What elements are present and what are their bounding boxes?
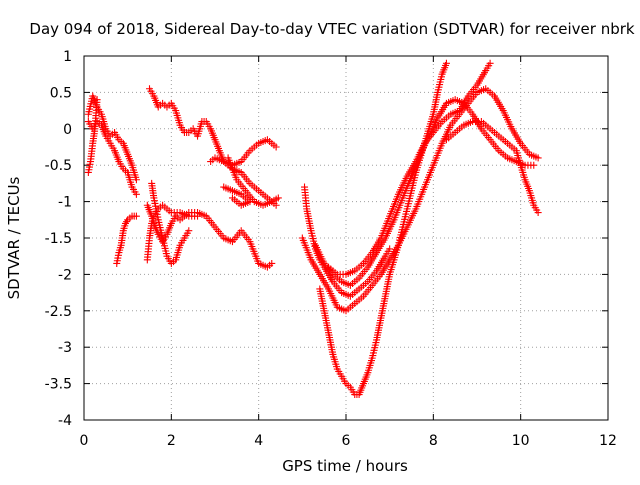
- series-track-a: [84, 92, 140, 184]
- series-track-o: [316, 59, 450, 399]
- series-track-c: [84, 96, 101, 176]
- y-tick-label: 1: [63, 49, 72, 65]
- chart-title: Day 094 of 2018, Sidereal Day-to-day VTE…: [29, 20, 634, 38]
- y-tick-label: -2: [58, 267, 72, 283]
- series-track-f: [207, 136, 280, 169]
- series-track-d: [113, 212, 140, 267]
- series-track-q: [442, 118, 542, 217]
- data-point: [185, 227, 193, 235]
- data-point: [530, 161, 538, 169]
- series-track-l: [301, 183, 394, 300]
- y-axis-label: SDTVAR / TECUs: [5, 176, 23, 299]
- axis-ticks: 0 2 4 6 8 10 12 1 0.5 0 -0.5 -1 -1.5 -2 -2.5 -3 -3.5 -4: [45, 49, 617, 449]
- data-point: [534, 209, 542, 217]
- y-tick-label: -2.5: [45, 304, 72, 320]
- data-point: [132, 190, 140, 198]
- data-series: [84, 59, 542, 399]
- data-point: [268, 259, 276, 267]
- data-point: [534, 154, 542, 162]
- data-point: [272, 143, 280, 151]
- x-tick-label: 6: [342, 433, 351, 449]
- series-track-b: [84, 118, 140, 198]
- x-tick-label: 8: [429, 433, 438, 449]
- plot-border: [83, 55, 609, 421]
- x-axis-label: GPS time / hours: [282, 457, 408, 475]
- y-tick-label: -0.5: [45, 158, 72, 174]
- data-point: [228, 194, 236, 202]
- y-tick-label: -3: [58, 340, 72, 356]
- data-point: [194, 212, 202, 220]
- y-tick-label: -1: [58, 195, 72, 211]
- series-track-p: [325, 59, 494, 278]
- x-tick-label: 4: [254, 433, 263, 449]
- y-tick-label: -3.5: [45, 377, 72, 393]
- data-point: [132, 212, 140, 220]
- x-tick-label: 2: [167, 433, 176, 449]
- x-tick-label: 12: [599, 433, 617, 449]
- x-tick-label: 0: [80, 433, 89, 449]
- series-track-g: [224, 154, 282, 209]
- series-track-k: [148, 179, 193, 267]
- y-tick-label: -1.5: [45, 231, 72, 247]
- y-tick-label: 0: [63, 122, 72, 138]
- series-track-m: [298, 85, 542, 315]
- data-point: [132, 176, 140, 184]
- data-point: [93, 96, 101, 104]
- y-tick-label: 0.5: [50, 85, 72, 101]
- data-point: [442, 59, 450, 67]
- data-point: [386, 245, 394, 253]
- data-point: [272, 201, 280, 209]
- series-track-h: [220, 183, 254, 209]
- data-point: [274, 194, 282, 202]
- y-tick-label: -4: [58, 413, 72, 429]
- data-point: [486, 59, 494, 67]
- x-tick-label: 10: [512, 433, 530, 449]
